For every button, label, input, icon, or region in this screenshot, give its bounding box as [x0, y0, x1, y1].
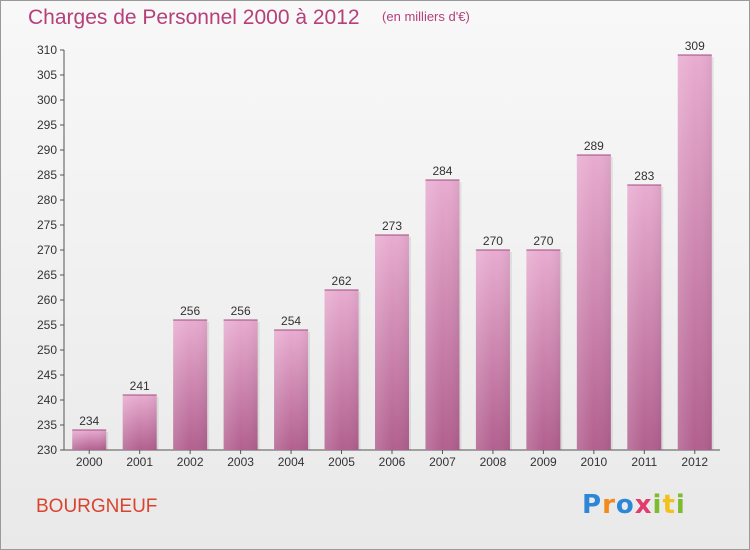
bar-value-label: 234 — [79, 414, 99, 428]
y-tick-label: 290 — [37, 143, 57, 157]
bar-highlight — [475, 250, 510, 450]
axes: 230 235 240 245 250 255 260 265 270 275 280 285 290 2… — [37, 43, 720, 469]
x-tick-label: 2006 — [379, 455, 406, 469]
y-tick-label: 300 — [37, 93, 57, 107]
bar-highlight — [122, 395, 157, 450]
bar-highlight — [72, 430, 107, 450]
bar-highlight — [425, 180, 460, 450]
bar-value-label: 262 — [332, 274, 352, 288]
x-tick-label: 2007 — [429, 455, 456, 469]
x-tick-label: 2008 — [480, 455, 507, 469]
bar-highlight — [627, 185, 662, 450]
bar-value-label: 309 — [685, 39, 705, 53]
bar-value-label: 273 — [382, 219, 402, 233]
bar-value-label: 289 — [584, 139, 604, 153]
data-labels: 234 241 256 256 254 262 273 284 270 270 289 283 309 — [79, 39, 705, 428]
bar-value-label: 256 — [231, 304, 251, 318]
proxiti-logo: Proxiti — [582, 490, 686, 520]
bar-highlight — [576, 155, 611, 450]
bar-highlight — [324, 290, 359, 450]
y-tick-label: 255 — [37, 318, 57, 332]
bar-highlight — [677, 55, 712, 450]
x-tick-label: 2003 — [227, 455, 254, 469]
x-tick-label: 2011 — [631, 455, 657, 469]
x-tick-label: 2000 — [76, 455, 103, 469]
y-tick-label: 280 — [37, 193, 57, 207]
bar-highlight — [173, 320, 208, 450]
y-tick-label: 230 — [37, 443, 57, 457]
y-tick-label: 285 — [37, 168, 57, 182]
bar-value-label: 270 — [483, 234, 503, 248]
bar-value-label: 283 — [634, 169, 654, 183]
x-tick-label: 2001 — [126, 455, 153, 469]
x-tick-label: 2010 — [580, 455, 607, 469]
place-name: BOURGNEUF — [36, 496, 158, 517]
y-tick-label: 270 — [37, 243, 57, 257]
bar-value-label: 241 — [130, 379, 150, 393]
chart-header: Charges de Personnel 2000 à 2012 (en mil… — [28, 6, 470, 30]
bar-value-label: 270 — [533, 234, 553, 248]
x-tick-label: 2002 — [177, 455, 204, 469]
bars — [72, 54, 714, 450]
bar-highlight — [223, 320, 258, 450]
bar-highlight — [526, 250, 561, 450]
chart-subtitle: (en milliers d'€) — [382, 9, 470, 24]
y-tick-label: 235 — [37, 418, 57, 432]
x-tick-label: 2009 — [530, 455, 557, 469]
bar-value-label: 256 — [180, 304, 200, 318]
y-tick-label: 310 — [37, 43, 57, 57]
bar-value-label: 254 — [281, 314, 301, 328]
bar-highlight — [274, 330, 309, 450]
chart-title: Charges de Personnel 2000 à 2012 — [28, 6, 360, 29]
x-tick-label: 2004 — [278, 455, 305, 469]
y-tick-label: 305 — [37, 68, 57, 82]
y-tick-label: 260 — [37, 293, 57, 307]
bar-value-label: 284 — [432, 164, 452, 178]
y-tick-label: 240 — [37, 393, 57, 407]
y-tick-label: 295 — [37, 118, 57, 132]
x-tick-label: 2005 — [328, 455, 355, 469]
x-tick-label: 2012 — [681, 455, 708, 469]
bar-highlight — [375, 235, 409, 450]
y-tick-label: 245 — [37, 368, 57, 382]
y-tick-label: 275 — [37, 218, 57, 232]
y-tick-label: 265 — [37, 268, 57, 282]
y-tick-label: 250 — [37, 343, 57, 357]
